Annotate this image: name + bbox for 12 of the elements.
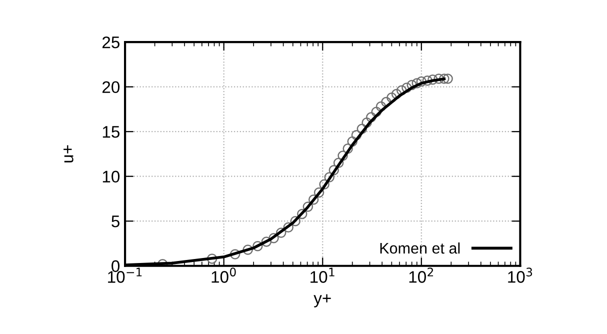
- x-tick-label: 10$^{2}$: [409, 268, 434, 283]
- y-tick-label: 25: [102, 36, 120, 48]
- x-tick-label: 10$^{1}$: [310, 268, 334, 283]
- y-axis-title: u+: [64, 145, 74, 162]
- x-tick-label: 10$^{0}$: [212, 268, 236, 283]
- x-tick-label: 10$^{3}$: [508, 268, 532, 283]
- x-axis-title: y+: [314, 294, 331, 308]
- legend-label: Komen et al: [380, 242, 460, 254]
- y-tick-label: 10: [102, 170, 120, 183]
- y-tick-label: 15: [102, 126, 120, 138]
- y-tick-label: 20: [102, 81, 120, 94]
- y-tick-label: 5: [112, 216, 120, 228]
